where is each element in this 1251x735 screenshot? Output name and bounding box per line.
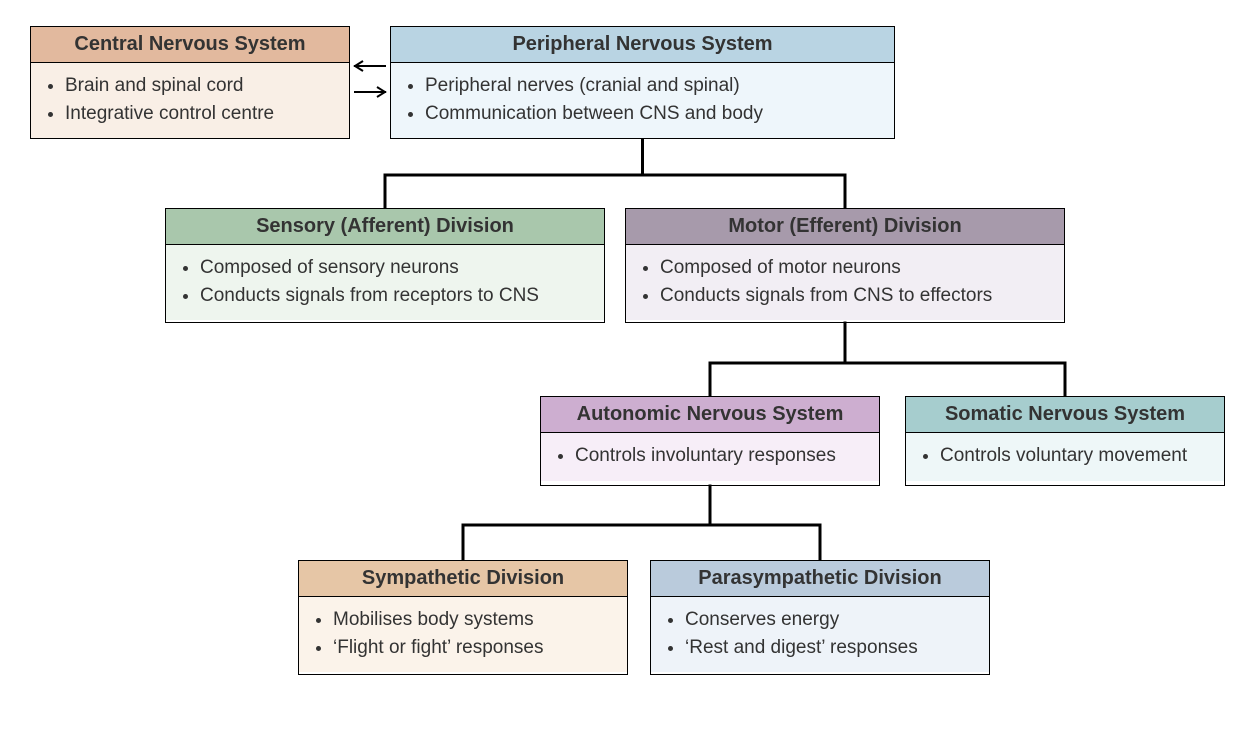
node-sympathetic-title: Sympathetic Division: [299, 561, 627, 597]
node-somatic-body: Controls voluntary movement: [906, 433, 1224, 481]
node-cns-title: Central Nervous System: [31, 27, 349, 63]
node-cns: Central Nervous System Brain and spinal …: [30, 26, 350, 139]
node-parasympathetic-item: ‘Rest and digest’ responses: [685, 635, 975, 661]
diagram-stage: Central Nervous System Brain and spinal …: [0, 0, 1251, 735]
node-motor-title: Motor (Efferent) Division: [626, 209, 1064, 245]
node-sympathetic-item: Mobilises body systems: [333, 607, 613, 633]
node-autonomic-title: Autonomic Nervous System: [541, 397, 879, 433]
node-sympathetic-body: Mobilises body systems ‘Flight or fight’…: [299, 597, 627, 672]
node-autonomic-body: Controls involuntary responses: [541, 433, 879, 481]
node-parasympathetic-item: Conserves energy: [685, 607, 975, 633]
node-parasympathetic-body: Conserves energy ‘Rest and digest’ respo…: [651, 597, 989, 672]
node-motor-item: Conducts signals from CNS to effectors: [660, 283, 1050, 309]
node-autonomic: Autonomic Nervous System Controls involu…: [540, 396, 880, 486]
node-somatic: Somatic Nervous System Controls voluntar…: [905, 396, 1225, 486]
node-sympathetic-item: ‘Flight or fight’ responses: [333, 635, 613, 661]
node-motor: Motor (Efferent) Division Composed of mo…: [625, 208, 1065, 323]
node-autonomic-item: Controls involuntary responses: [575, 443, 865, 469]
node-sensory-item: Composed of sensory neurons: [200, 255, 590, 281]
node-cns-body: Brain and spinal cord Integrative contro…: [31, 63, 349, 138]
node-motor-body: Composed of motor neurons Conducts signa…: [626, 245, 1064, 320]
node-sympathetic: Sympathetic Division Mobilises body syst…: [298, 560, 628, 675]
node-pns-item: Communication between CNS and body: [425, 101, 880, 127]
node-motor-item: Composed of motor neurons: [660, 255, 1050, 281]
node-sensory-item: Conducts signals from receptors to CNS: [200, 283, 590, 309]
node-somatic-item: Controls voluntary movement: [940, 443, 1210, 469]
node-parasympathetic: Parasympathetic Division Conserves energ…: [650, 560, 990, 675]
node-cns-item: Integrative control centre: [65, 101, 335, 127]
node-sensory-title: Sensory (Afferent) Division: [166, 209, 604, 245]
node-pns-body: Peripheral nerves (cranial and spinal) C…: [391, 63, 894, 138]
node-somatic-title: Somatic Nervous System: [906, 397, 1224, 433]
node-pns: Peripheral Nervous System Peripheral ner…: [390, 26, 895, 139]
node-pns-item: Peripheral nerves (cranial and spinal): [425, 73, 880, 99]
node-sensory-body: Composed of sensory neurons Conducts sig…: [166, 245, 604, 320]
node-parasympathetic-title: Parasympathetic Division: [651, 561, 989, 597]
node-cns-item: Brain and spinal cord: [65, 73, 335, 99]
node-pns-title: Peripheral Nervous System: [391, 27, 894, 63]
node-sensory: Sensory (Afferent) Division Composed of …: [165, 208, 605, 323]
